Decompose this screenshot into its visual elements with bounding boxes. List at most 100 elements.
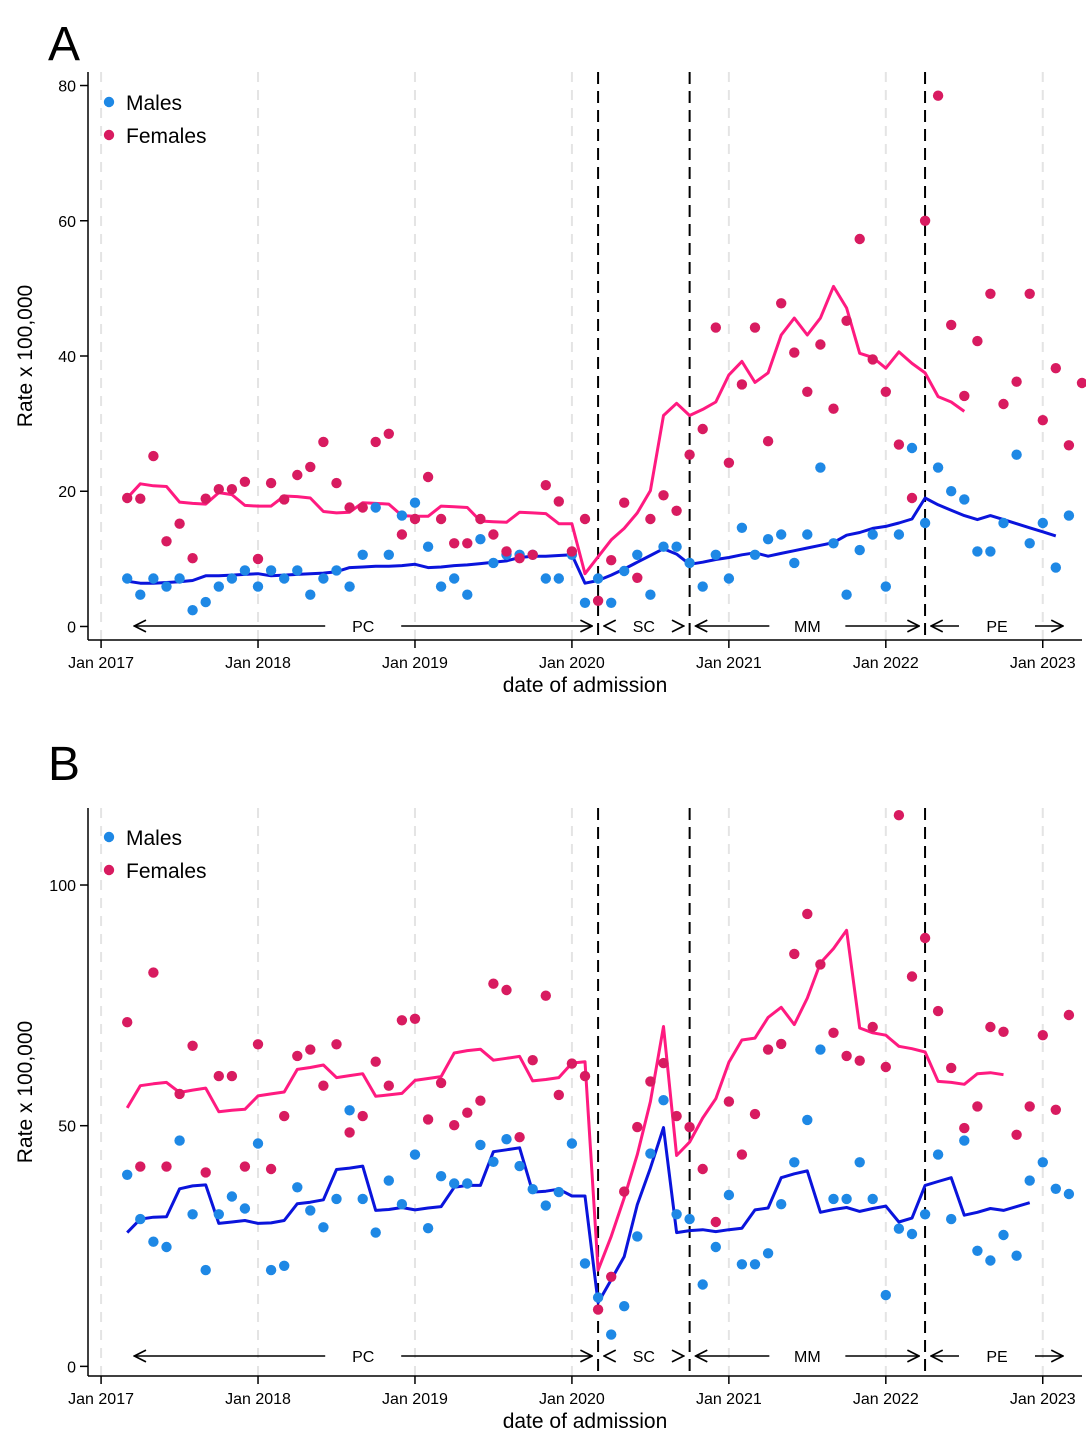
point-males-15: [318, 1222, 329, 1233]
point-males-60: [906, 442, 918, 454]
point-males-17: [344, 1105, 355, 1116]
point-males-43: [684, 1213, 695, 1225]
point-males-54: [828, 1193, 839, 1205]
point-females-68: [1011, 1129, 1022, 1140]
point-females-63: [946, 1062, 957, 1074]
period-label-1: SC: [633, 619, 655, 636]
point-males-47: [736, 522, 748, 533]
legend-label-males: Males: [126, 92, 182, 115]
y-tick-label-0: 0: [67, 1359, 76, 1376]
point-females-60: [906, 971, 918, 982]
point-males-27: [475, 534, 486, 545]
x-tick-label-0: Jan 2017: [68, 655, 134, 672]
point-females-56: [854, 1055, 865, 1066]
point-females-51: [789, 347, 800, 358]
period-label-0: PC: [352, 1349, 374, 1366]
point-males-12: [279, 573, 290, 584]
point-males-44: [697, 1279, 708, 1290]
point-males-51: [789, 557, 800, 569]
point-females-69: [1024, 1101, 1035, 1112]
y-tick-label-0: 0: [67, 619, 76, 636]
x-axis-label: date of admission: [503, 674, 668, 697]
point-females-14: [305, 1044, 316, 1055]
point-females-17: [344, 502, 355, 513]
point-males-62: [932, 462, 944, 473]
point-females-28: [488, 978, 499, 989]
point-males-67: [998, 1229, 1009, 1241]
point-males-68: [1011, 449, 1022, 460]
point-males-58: [880, 581, 891, 592]
point-females-34: [566, 546, 578, 557]
point-females-8: [226, 484, 238, 495]
point-males-22: [409, 497, 421, 508]
point-females-47: [736, 1149, 748, 1160]
point-males-0: [122, 1169, 133, 1180]
point-males-52: [802, 529, 813, 540]
point-females-40: [645, 1076, 656, 1087]
point-males-25: [449, 1178, 460, 1189]
point-females-64: [959, 390, 970, 402]
point-females-65: [972, 335, 983, 347]
point-females-43: [684, 449, 695, 460]
point-females-27: [475, 1095, 486, 1106]
point-females-32: [540, 990, 551, 1001]
period-label-2: MM: [794, 1349, 821, 1366]
point-females-9: [239, 1161, 251, 1172]
point-males-16: [331, 1193, 342, 1205]
point-males-50: [776, 1199, 787, 1210]
point-males-57: [867, 529, 878, 540]
point-females-19: [370, 436, 381, 448]
point-males-6: [200, 596, 211, 608]
point-males-70: [1037, 517, 1049, 529]
point-males-56: [854, 544, 865, 556]
point-males-20: [383, 549, 394, 560]
point-females-62: [932, 90, 944, 101]
point-males-64: [959, 494, 970, 505]
point-females-26: [462, 1107, 473, 1118]
point-females-31: [527, 549, 538, 560]
point-females-5: [187, 1040, 198, 1051]
point-females-12: [279, 494, 290, 505]
panel-a: A 0 20 40 60 80 Jan 2017 Jan 2018 Jan 2019 Jan 20…: [0, 0, 1086, 700]
point-males-70: [1037, 1157, 1049, 1168]
point-females-55: [841, 315, 852, 326]
point-males-49: [762, 534, 774, 545]
point-females-49: [762, 436, 774, 447]
point-males-3: [161, 1241, 172, 1253]
point-males-31: [527, 1184, 538, 1195]
point-males-28: [488, 1156, 499, 1167]
point-females-67: [998, 1026, 1009, 1037]
point-males-53: [815, 1044, 826, 1055]
legend-marker-females: [103, 129, 115, 141]
point-females-25: [449, 538, 460, 549]
point-females-38: [619, 1186, 630, 1197]
point-females-35: [579, 1070, 591, 1082]
point-males-9: [239, 1203, 251, 1214]
point-males-21: [396, 1199, 408, 1210]
point-females-52: [802, 386, 813, 397]
point-females-66: [985, 288, 996, 299]
legend-marker-males: [103, 96, 115, 108]
point-females-38: [619, 497, 630, 508]
point-males-20: [383, 1175, 394, 1186]
point-males-28: [488, 557, 499, 569]
point-females-23: [422, 1114, 434, 1125]
point-females-37: [606, 555, 617, 566]
point-males-71: [1050, 562, 1062, 573]
point-males-19: [370, 502, 381, 513]
point-females-11: [265, 477, 277, 489]
point-females-16: [331, 1039, 342, 1050]
point-males-60: [906, 1228, 918, 1240]
x-tick-label-5: Jan 2022: [853, 655, 919, 672]
point-males-7: [213, 581, 224, 592]
point-males-72: [1063, 510, 1075, 521]
point-males-50: [776, 529, 787, 540]
x-tick-label-2: Jan 2019: [382, 1391, 448, 1408]
point-males-26: [462, 589, 473, 600]
point-females-59: [893, 439, 905, 450]
legend-marker-females: [103, 864, 115, 876]
point-males-8: [226, 573, 238, 584]
point-males-46: [723, 1189, 735, 1201]
point-females-71: [1050, 1104, 1062, 1115]
point-females-7: [213, 484, 224, 495]
